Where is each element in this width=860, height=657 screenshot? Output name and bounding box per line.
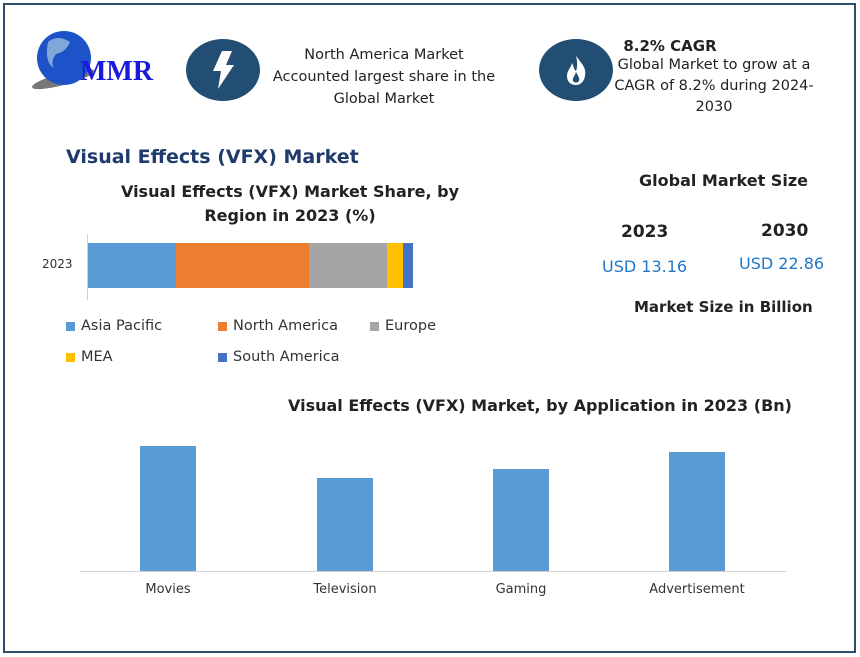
bar-gaming xyxy=(493,469,549,571)
highlight-north-america: North America Market Accounted largest s… xyxy=(272,47,496,107)
market-size-title: Global Market Size xyxy=(639,171,808,190)
bar-segment-europe xyxy=(309,243,387,288)
year-2030: 2030 xyxy=(761,221,809,241)
legend-label: MEA xyxy=(81,349,113,365)
application-chart-title: Visual Effects (VFX) Market, by Applicat… xyxy=(288,396,792,415)
bar-segment-asia-pacific xyxy=(88,243,176,288)
legend-swatch xyxy=(66,352,75,362)
legend-swatch xyxy=(370,321,379,331)
cagr-title: 8.2% CAGR xyxy=(623,37,717,55)
page-title: Visual Effects (VFX) Market xyxy=(66,146,359,168)
x-tick-label: Movies xyxy=(145,582,191,597)
lightning-icon-badge xyxy=(186,39,260,101)
legend-swatch xyxy=(218,321,227,331)
bar-segment-north-america xyxy=(175,243,309,288)
x-tick-label: Advertisement xyxy=(649,582,745,597)
value-2030: USD 22.86 xyxy=(739,254,825,273)
x-tick-label: Gaming xyxy=(495,582,547,597)
cagr-text: Global Market to grow at a CAGR of 8.2% … xyxy=(614,57,814,115)
bar-segment-mea xyxy=(387,243,404,288)
fire-icon xyxy=(567,55,586,85)
bar-segment-south-america xyxy=(403,243,413,288)
legend-swatch xyxy=(218,352,227,362)
bar-movies xyxy=(140,446,196,571)
legend-item: MEA xyxy=(66,349,113,365)
year-2023: 2023 xyxy=(621,222,669,242)
legend-swatch xyxy=(66,321,75,331)
lightning-icon xyxy=(213,51,234,89)
legend-label: Europe xyxy=(385,318,436,334)
mmr-logo: MMR xyxy=(18,22,168,92)
legend-item: South America xyxy=(218,349,340,365)
legend-label: South America xyxy=(233,349,340,365)
region-category-label: 2023 xyxy=(42,257,73,271)
legend-label: Asia Pacific xyxy=(81,318,163,334)
application-axis-line xyxy=(80,571,786,572)
stacked-bar xyxy=(88,243,413,288)
bar-television xyxy=(317,478,373,571)
market-size-note: Market Size in Billion xyxy=(634,298,813,316)
frame xyxy=(3,3,856,653)
region-chart-title: Visual Effects (VFX) Market Share, by Re… xyxy=(120,182,460,225)
legend-item: North America xyxy=(218,318,338,334)
bar-advertisement xyxy=(669,452,725,571)
legend-item: Asia Pacific xyxy=(66,318,162,334)
legend-label: North America xyxy=(233,318,338,334)
value-2023: USD 13.16 xyxy=(602,257,688,276)
fire-icon-badge xyxy=(539,39,613,101)
region-axis-line xyxy=(87,234,88,300)
legend-item: Europe xyxy=(370,318,436,334)
x-tick-label: Television xyxy=(313,582,377,597)
svg-text:MMR: MMR xyxy=(80,56,154,87)
